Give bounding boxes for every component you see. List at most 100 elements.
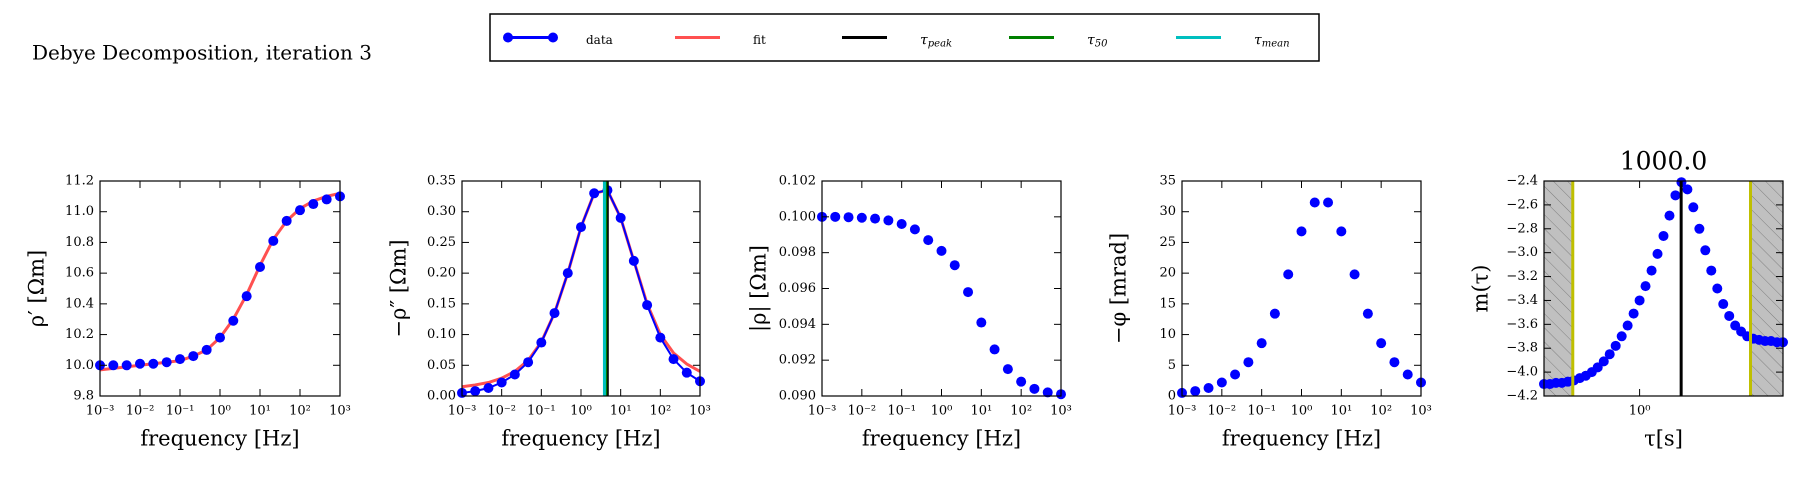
data-point (576, 222, 586, 233)
y-tick-label: 0.35 (427, 174, 456, 189)
data-point (1610, 340, 1621, 351)
y-axis-label: −ρ″ [Ωm] (387, 239, 411, 337)
y-tick-label: 0.20 (427, 266, 456, 281)
y-tick-label: −3.6 (1506, 317, 1538, 332)
data-point (562, 268, 573, 279)
data-point (509, 369, 520, 380)
x-tick-label: 10⁰ (209, 404, 231, 419)
y-tick-label: 10.4 (65, 296, 94, 311)
data-point (1323, 197, 1334, 208)
data-point (1700, 245, 1711, 256)
x-tick-label: 10⁻² (1208, 404, 1237, 419)
x-tick-label: 10¹ (249, 404, 271, 419)
y-tick-label: 9.8 (73, 389, 94, 404)
data-point (589, 188, 600, 199)
y-tick-label: 25 (1159, 235, 1176, 250)
y-tick-label: 10 (1159, 327, 1176, 342)
y-tick-label: 0.102 (779, 174, 816, 189)
data-point (470, 386, 481, 397)
data-point (1376, 338, 1387, 349)
y-tick-label: 30 (1159, 204, 1176, 219)
data-point (923, 235, 934, 246)
data-point (175, 354, 185, 365)
x-tick-label: 10⁻¹ (166, 404, 195, 419)
data-point (1682, 184, 1693, 195)
x-tick-label: 10⁻² (126, 404, 155, 419)
data-point (496, 377, 507, 388)
y-tick-label: 0.096 (779, 281, 816, 296)
data-point (148, 358, 159, 369)
y-tick-label: 10.0 (65, 358, 94, 373)
data-point (268, 235, 279, 246)
y-tick-label: 0.15 (427, 296, 456, 311)
data-point (1216, 377, 1227, 388)
y-tick-label: 0.100 (779, 209, 816, 224)
data-point (1640, 281, 1651, 292)
axes-frame (821, 180, 1062, 397)
data-point (1616, 331, 1627, 342)
data-point (1402, 369, 1413, 380)
data-point (1694, 223, 1705, 234)
data-point (681, 367, 692, 378)
data-point (615, 212, 626, 223)
data-point (1670, 190, 1681, 201)
data-point (1604, 349, 1615, 360)
data-point (976, 317, 987, 328)
x-tick-label: 10⁻³ (808, 404, 837, 419)
data-point (655, 332, 666, 343)
data-point (188, 351, 199, 362)
data-point (161, 357, 172, 368)
axes-frame (461, 180, 701, 397)
data-point (321, 194, 332, 205)
data-point (255, 262, 265, 272)
legend-label: τpeak (920, 33, 952, 50)
y-tick-label: 0.25 (427, 235, 456, 250)
data-point (1296, 226, 1307, 237)
data-point (856, 212, 867, 223)
data-point (536, 337, 547, 348)
series-line (461, 188, 701, 389)
axes-frame (1181, 180, 1422, 397)
data-point (523, 357, 534, 368)
y-tick-label: 0.090 (779, 389, 816, 404)
data-point (201, 344, 212, 355)
chart-title: 1000.0 (1620, 147, 1707, 176)
y-tick-label: 10.6 (65, 266, 94, 281)
x-tick-label: 10⁻¹ (527, 404, 556, 419)
y-tick-label: 0.00 (427, 389, 456, 404)
data-point (1269, 308, 1280, 319)
x-tick-label: 10⁰ (570, 404, 592, 419)
data-point (1389, 357, 1400, 368)
data-point (1029, 383, 1040, 394)
y-tick-label: −2.6 (1506, 197, 1538, 212)
x-axis-label: frequency [Hz] (501, 427, 660, 451)
data-point (1309, 197, 1320, 208)
x-axis-label: frequency [Hz] (140, 427, 299, 451)
data-point (1349, 269, 1360, 280)
data-point (642, 300, 653, 311)
x-tick-label: 10⁻³ (1168, 404, 1197, 419)
legend-marker (503, 32, 513, 43)
x-axis-label: frequency [Hz] (862, 427, 1021, 451)
y-tick-label: −3.4 (1506, 293, 1538, 308)
y-tick-label: 0.098 (779, 245, 816, 260)
axes-frame (1543, 180, 1784, 397)
x-tick-label: 10³ (689, 404, 711, 419)
data-point (1688, 202, 1699, 213)
y-tick-label: −4.2 (1506, 389, 1538, 404)
series-line (461, 189, 701, 394)
data-point (1664, 210, 1675, 221)
data-point (896, 219, 907, 229)
data-point (843, 212, 854, 223)
data-point (949, 260, 960, 271)
x-tick-label: 10² (1010, 404, 1032, 419)
y-tick-label: −4.0 (1506, 365, 1538, 380)
x-tick-label: 10⁻¹ (887, 404, 916, 419)
legend-label: data (586, 33, 613, 47)
data-point (1628, 308, 1639, 319)
x-tick-label: 10¹ (610, 404, 632, 419)
legend-label: τ50 (1087, 33, 1108, 50)
data-point (870, 213, 881, 224)
figure-title: Debye Decomposition, iteration 3 (32, 41, 372, 65)
y-tick-label: −3.0 (1506, 245, 1538, 260)
